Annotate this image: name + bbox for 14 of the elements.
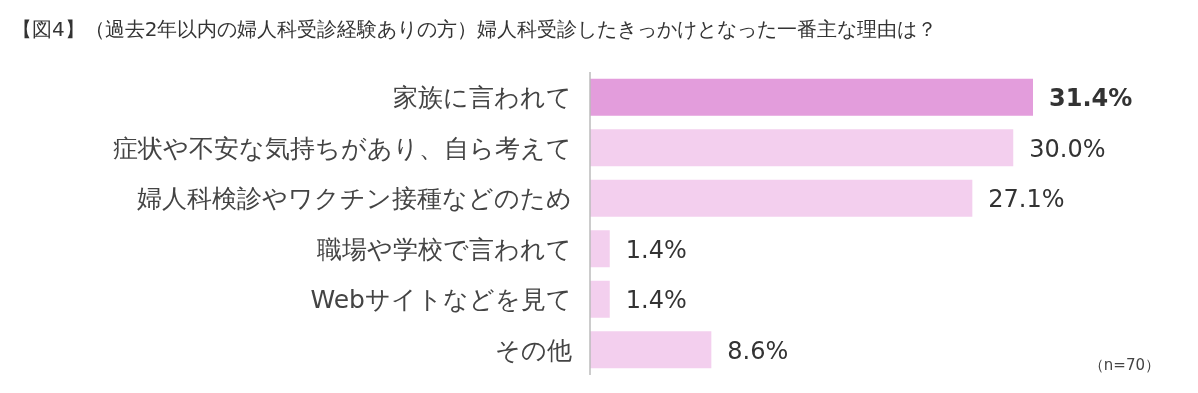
data-label: 1.4% xyxy=(625,286,687,315)
data-label: 1.4% xyxy=(625,235,687,264)
y-tick-label: Webサイトなどを見て xyxy=(310,285,572,315)
data-label: 8.6% xyxy=(727,336,789,365)
text: （n=70） xyxy=(1088,356,1160,374)
y-tick-label: 症状や不安な気持ちがあり、自ら考えて xyxy=(113,133,572,163)
y-tick-label: 職場や学校で言われて xyxy=(317,234,572,264)
data-label: 27.1% xyxy=(988,185,1065,214)
data-label: 31.4% xyxy=(1049,84,1133,113)
title: 【図4】（過去2年以内の婦人科受診経験ありの方）婦人科受診したきっかけとなった一番主な理由は？ xyxy=(12,17,938,41)
data-label: 30.0% xyxy=(1029,134,1106,163)
y-tick-label: 婦人科検診やワクチン接種などのため xyxy=(137,184,572,214)
y-tick-label: 家族に言われて xyxy=(393,83,572,113)
y-tick-label: その他 xyxy=(495,335,572,365)
